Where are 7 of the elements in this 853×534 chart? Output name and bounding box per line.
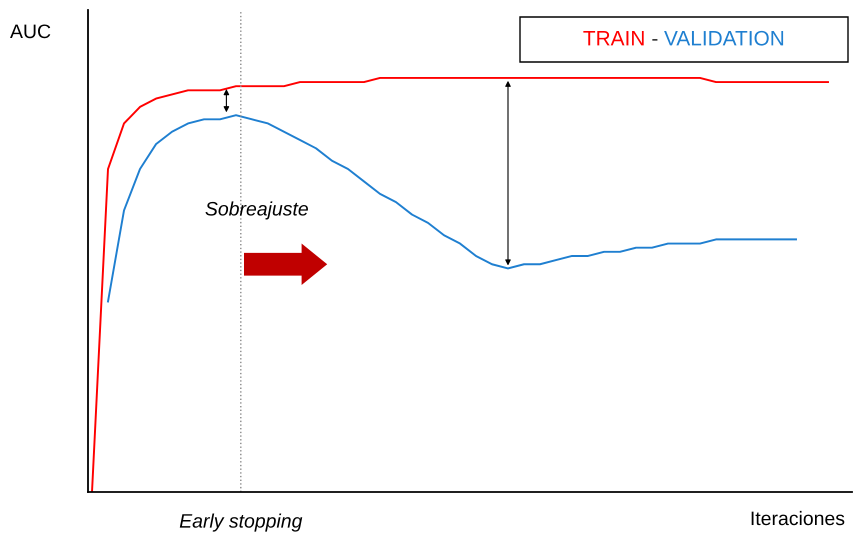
series-label: TRAIN	[583, 31, 644, 46]
text: VALIDATION	[664, 30, 784, 46]
x-axis-title: Iteraciones	[752, 510, 844, 526]
annotation: Sobreajuste	[205, 201, 308, 220]
text: Early stopping	[180, 513, 302, 532]
legend-title: -	[652, 39, 658, 41]
y-axis-title: AUC	[10, 24, 50, 38]
